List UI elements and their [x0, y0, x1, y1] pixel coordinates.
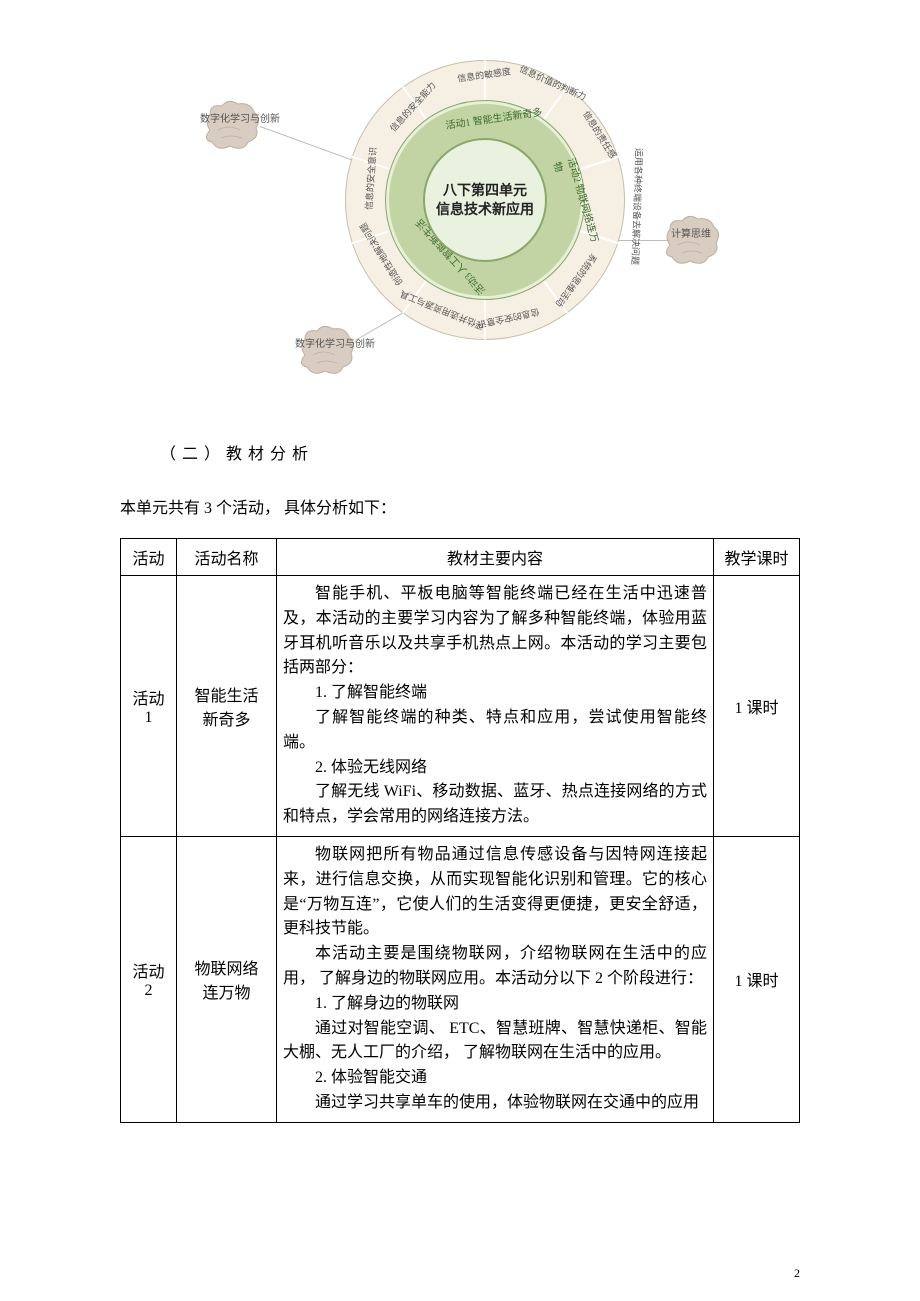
body-line: 1. 了解身边的物联网 — [283, 992, 707, 1017]
cell-content: 智能手机、平板电脑等智能终端已经在生活中迅速普及，本活动的主要学习内容为了解多种… — [277, 576, 714, 837]
page-number: 2 — [794, 1266, 800, 1281]
body-line: 了解智能终端的种类、特点和应用，尝试使用智能终端。 — [283, 706, 707, 756]
concept-diagram: 数字化学习与创新 计算思维 数字化学习与创新 — [120, 40, 800, 400]
body-line: 了解无线 WiFi、移动数据、蓝牙、热点连接网络的方式和特点，学会常用的网络连接… — [283, 780, 707, 830]
cell-content: 物联网把所有物品通过信息传感设备与因特网连接起来，进行信息交换，从而实现智能化识… — [277, 836, 714, 1122]
cell-activity: 活动2 — [121, 836, 177, 1122]
inner-ring: 八下第四单元 信息技术新应用 — [423, 138, 547, 262]
body-line: 2. 体验无线网络 — [283, 756, 707, 781]
cell-hours: 1 课时 — [714, 836, 800, 1122]
page: 数字化学习与创新 计算思维 数字化学习与创新 — [0, 0, 920, 1301]
brain-icon: 计算思维 — [660, 215, 722, 279]
brain-label: 数字化学习与创新 — [200, 114, 280, 126]
col-header-content: 教材主要内容 — [277, 539, 714, 576]
body-line: 本活动主要是围绕物联网，介绍物联网在生活中的应用， 了解身边的物联网应用。本活动… — [283, 942, 707, 992]
cell-activity: 活动1 — [121, 576, 177, 837]
col-header-hours: 教学课时 — [714, 539, 800, 576]
table-row: 活动2 物联网络连万物 物联网把所有物品通过信息传感设备与因特网连接起来，进行信… — [121, 836, 800, 1122]
activities-table: 活动 活动名称 教材主要内容 教学课时 活动1 智能生活新奇多 智能手机、平板电… — [120, 538, 800, 1123]
cell-name: 物联网络连万物 — [177, 836, 277, 1122]
cell-hours: 1 课时 — [714, 576, 800, 837]
brain-label: 数字化学习与创新 — [295, 339, 375, 351]
outer-ring-label: 运用各种终端设备去解决问题 — [629, 148, 646, 265]
table-row: 活动1 智能生活新奇多 智能手机、平板电脑等智能终端已经在生活中迅速普及，本活动… — [121, 576, 800, 837]
brain-icon: 数字化学习与创新 — [200, 100, 280, 164]
body-line: 1. 了解智能终端 — [283, 681, 707, 706]
col-header-activity: 活动 — [121, 539, 177, 576]
lead-paragraph: 本单元共有 3 个活动， 具体分析如下： — [120, 494, 800, 518]
concentric-rings: 信息的敏感度 信息价值的判断力 信息的责任感 运用各种终端设备去解决问题 系统的… — [345, 60, 625, 340]
body-line: 2. 体验智能交通 — [283, 1066, 707, 1091]
diagram-center-text: 八下第四单元 信息技术新应用 — [436, 181, 534, 219]
body-line: 智能手机、平板电脑等智能终端已经在生活中迅速普及，本活动的主要学习内容为了解多种… — [283, 582, 707, 681]
body-line: 物联网把所有物品通过信息传感设备与因特网连接起来，进行信息交换，从而实现智能化识… — [283, 843, 707, 942]
brain-label: 计算思维 — [660, 229, 722, 241]
section-heading: （二）教材分析 — [160, 440, 800, 464]
body-line: 通过对智能空调、 ETC、智慧班牌、智慧快递柜、智能大棚、无人工厂的介绍， 了解… — [283, 1017, 707, 1067]
body-line: 通过学习共享单车的使用，体验物联网在交通中的应用 — [283, 1091, 707, 1116]
table-header-row: 活动 活动名称 教材主要内容 教学课时 — [121, 539, 800, 576]
col-header-name: 活动名称 — [177, 539, 277, 576]
cell-name: 智能生活新奇多 — [177, 576, 277, 837]
table-body: 活动1 智能生活新奇多 智能手机、平板电脑等智能终端已经在生活中迅速普及，本活动… — [121, 576, 800, 1123]
